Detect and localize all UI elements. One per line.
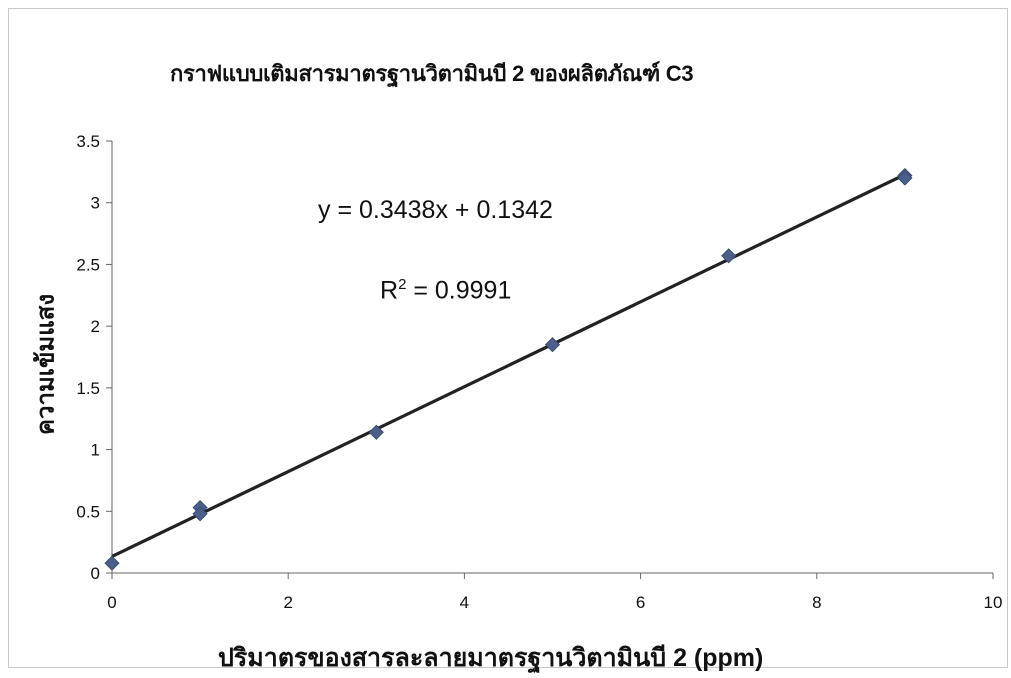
data-point [192, 506, 208, 522]
x-tick-label: 2 [283, 593, 292, 612]
x-tick-label: 4 [460, 593, 469, 612]
chart-title: กราฟแบบเติมสารมาตรฐานวิตามินบี 2 ของผลิต… [170, 61, 694, 86]
trendline [111, 173, 906, 558]
x-tick-label: 6 [636, 593, 645, 612]
data-point [104, 555, 120, 571]
data-point [721, 248, 737, 264]
data-point [368, 424, 384, 440]
axis-ticks: 0 0.5 1 1.5 2 2.5 3 3.5 0 2 4 6 8 10 [76, 132, 1002, 612]
x-tick-label: 10 [984, 593, 1003, 612]
y-tick-label: 1 [91, 441, 100, 460]
data-points [104, 167, 913, 571]
trendline-group [111, 173, 906, 558]
y-tick-label: 1.5 [76, 379, 100, 398]
y-tick-label: 3 [91, 194, 100, 213]
r-squared-label: R2 = 0.9991 [380, 276, 511, 305]
x-tick-label: 8 [812, 593, 821, 612]
y-axis-label: ความเข้มแสง [32, 293, 60, 436]
data-point [897, 170, 913, 186]
trendline-equation: y = 0.3438x + 0.1342 [318, 196, 553, 224]
x-axis-label: ปริมาตรของสารละลายมาตรฐานวิตามินบี 2 (pp… [218, 644, 764, 672]
r-squared-exponent: 2 [398, 276, 407, 293]
y-tick-label: 0 [91, 564, 100, 583]
y-tick-label: 2 [91, 317, 100, 336]
r-squared-symbol: R [380, 276, 399, 305]
axes [111, 141, 993, 574]
x-tick-label: 0 [107, 593, 116, 612]
data-point [544, 337, 561, 353]
r-squared-value: = 0.9991 [406, 276, 512, 305]
y-tick-label: 2.5 [76, 255, 100, 274]
y-tick-label: 0.5 [76, 502, 100, 521]
y-tick-label: 3.5 [76, 132, 100, 151]
